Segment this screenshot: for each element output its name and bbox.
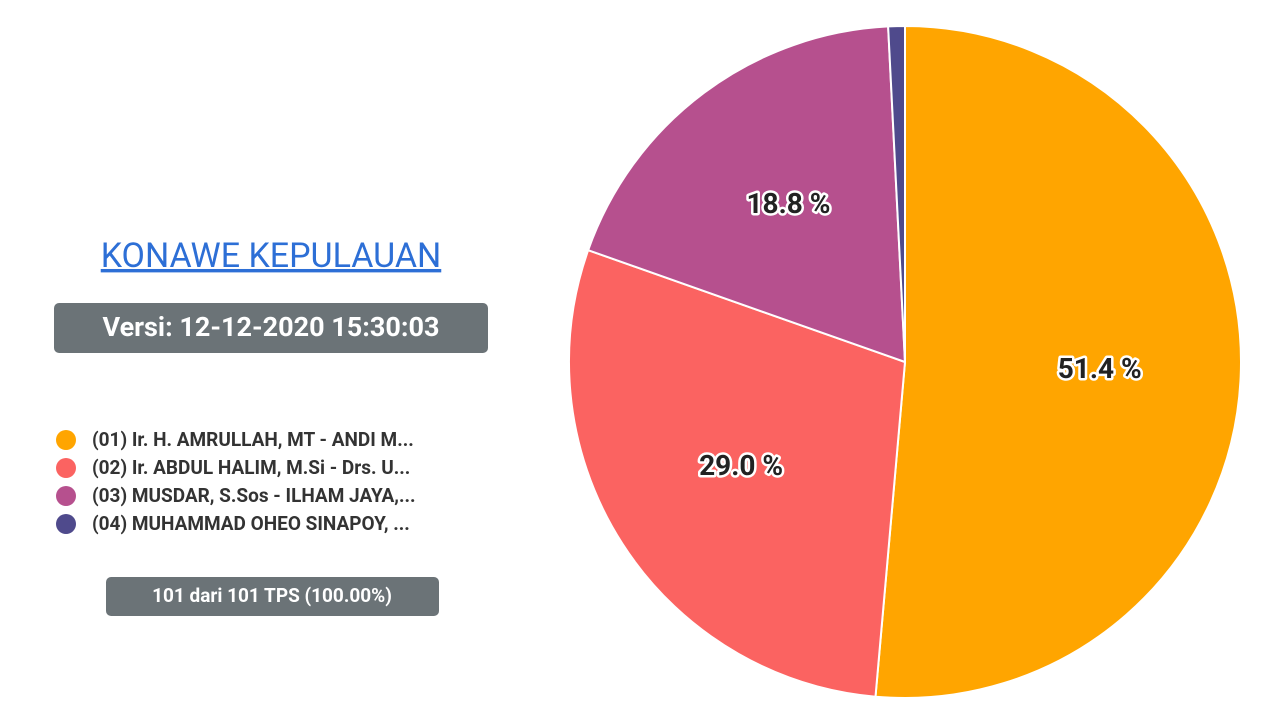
pie-slice — [887, 24, 906, 363]
coverage-badge — [106, 577, 439, 616]
legend-label: (03) MUSDAR, S.Sos - ILHAM JAYA,... — [92, 484, 416, 507]
legend-marker — [56, 458, 76, 478]
annotation: 101 dari 101 TPS (100.00%) — [152, 584, 392, 607]
legend-label: (04) MUHAMMAD OHEO SINAPOY, ... — [92, 512, 410, 535]
pie-slice — [568, 248, 907, 698]
legend-label: (01) Ir. H. AMRULLAH, MT - ANDI M... — [92, 428, 414, 451]
pie-slice — [586, 25, 907, 364]
version-badge — [54, 303, 488, 353]
pie-slice — [874, 24, 1242, 699]
legend-label: (02) Ir. ABDUL HALIM, M.Si - Drs. U... — [92, 456, 410, 479]
slice-label: 51.4 % — [1058, 352, 1142, 385]
legend-marker — [56, 430, 76, 450]
slice-label: 29.0 % — [699, 449, 783, 482]
chart-title[interactable]: KONAWE KEPULAUAN — [101, 236, 442, 276]
legend-marker — [56, 486, 76, 506]
legend-marker — [56, 514, 76, 534]
subtitle: Versi: 12-12-2020 15:30:03 — [103, 311, 440, 343]
slice-label: 18.8 % — [746, 187, 830, 220]
